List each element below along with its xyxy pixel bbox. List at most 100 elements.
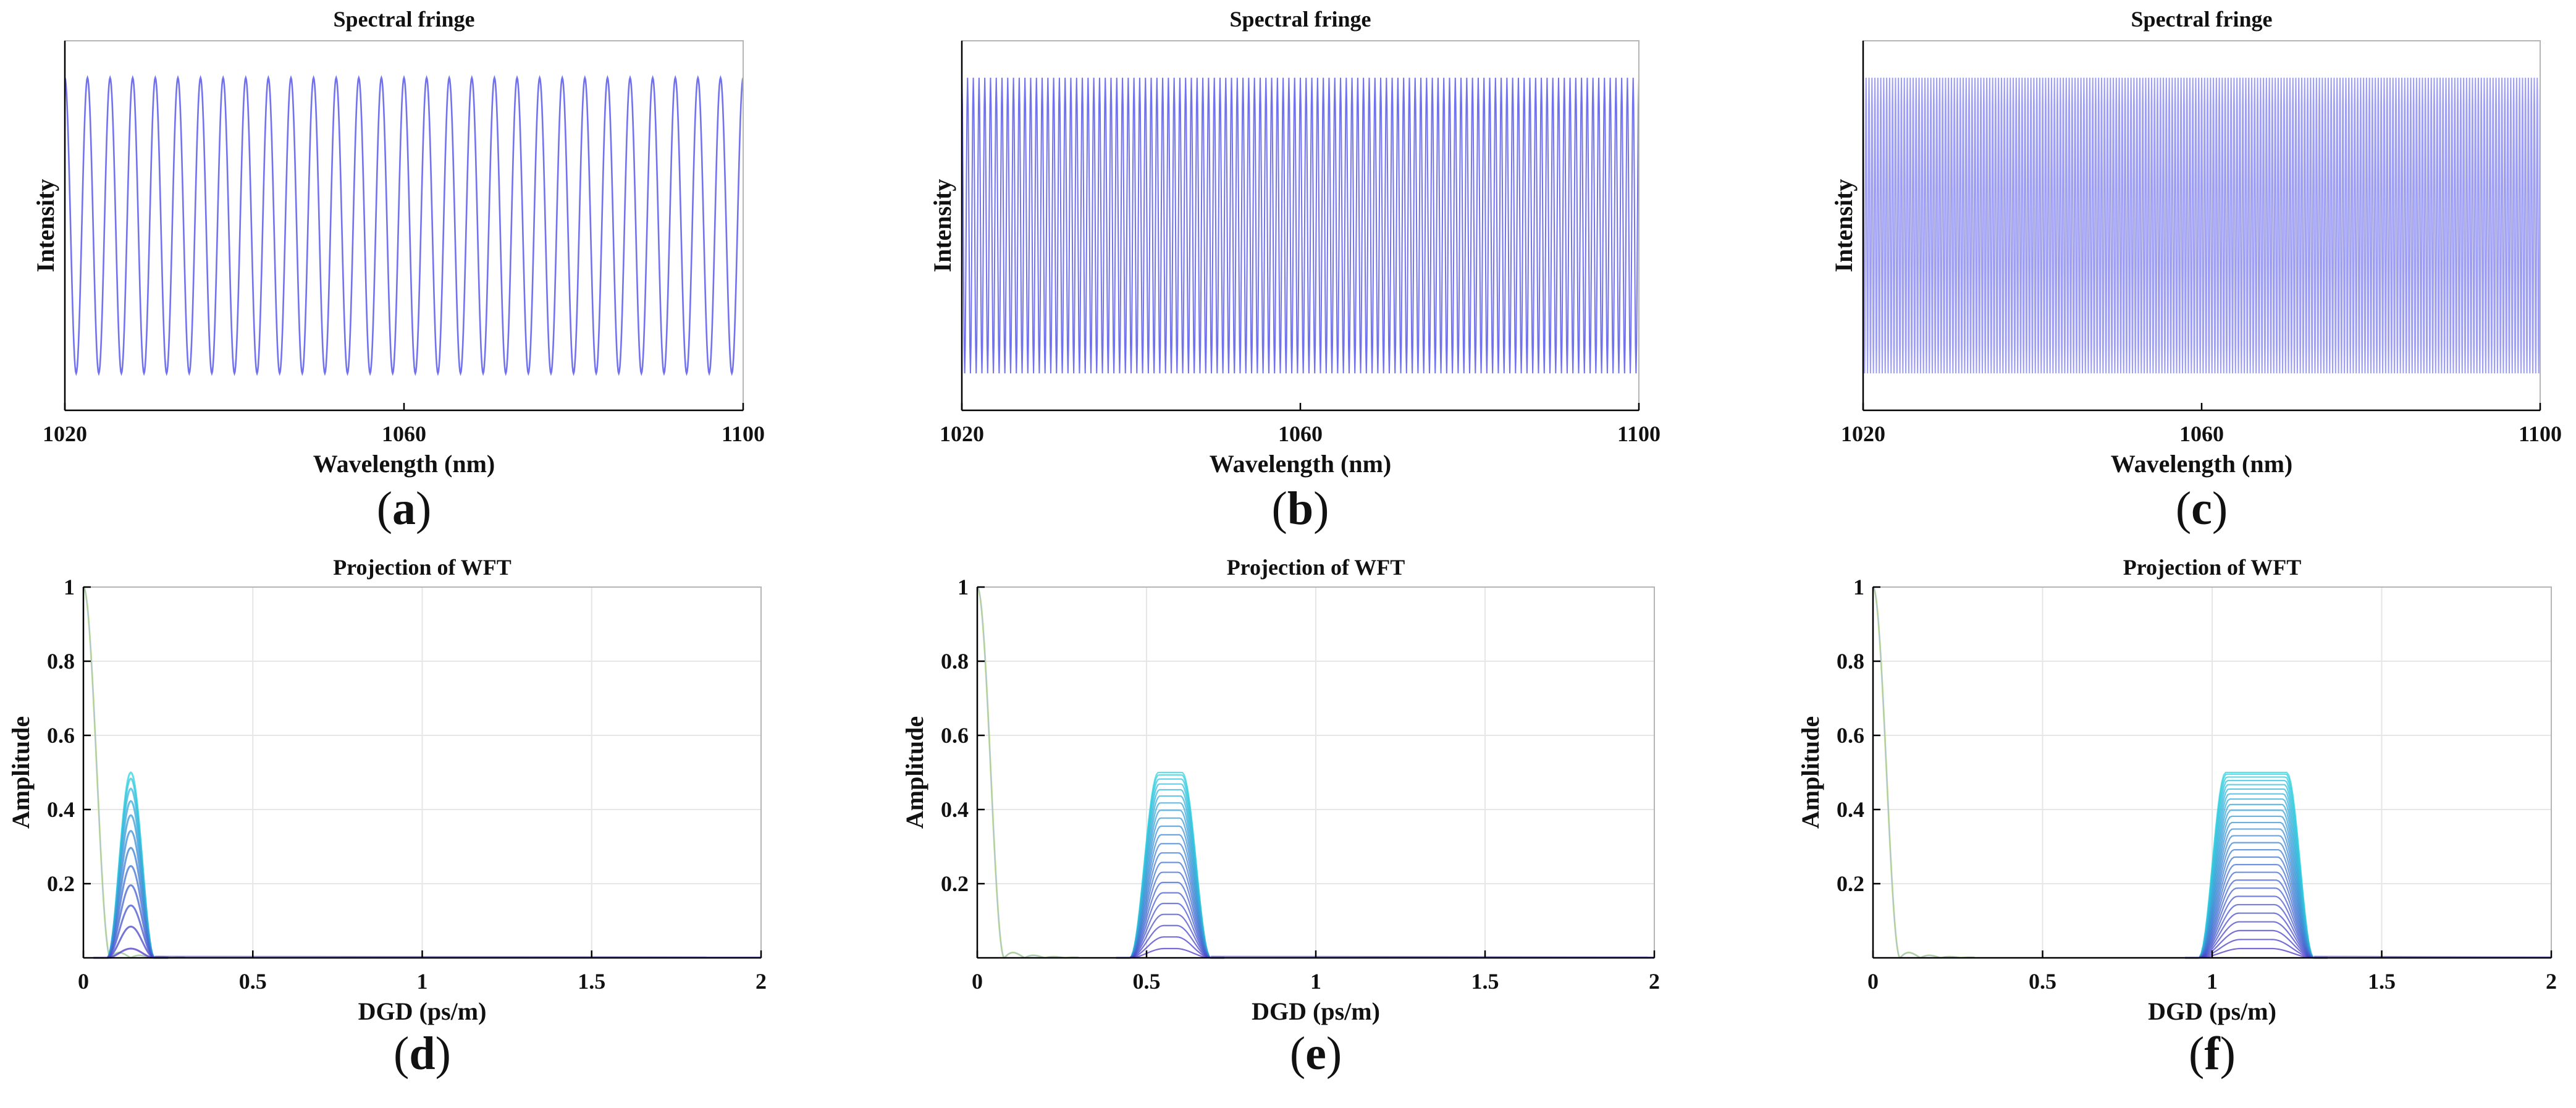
chart-title: Projection of WFT: [333, 555, 511, 580]
y-tick-label: 1: [1853, 575, 1864, 599]
series-line-peak-13: [1116, 861, 1225, 959]
series-line-dc-shadow: [977, 586, 1079, 959]
series-line-peak-0: [1116, 771, 1225, 959]
grid: [977, 586, 1655, 958]
chart-panel-f: 0 0.5 1 1.5 2 0.2 0.4 0.6 0.8 1 Projection of WFT D…: [1796, 555, 2557, 1080]
x-tick-label: 2: [1649, 969, 1660, 994]
x-axis-label: Wavelength (nm): [313, 450, 495, 478]
x-tick-label: 1.5: [2368, 969, 2396, 994]
x-axis-label: Wavelength (nm): [2111, 450, 2292, 478]
series-line-peak-9: [1116, 825, 1225, 959]
x-tick-label: 2: [2546, 969, 2557, 994]
x-tick-label: 0: [78, 969, 89, 994]
chart-title: Spectral fringe: [2131, 7, 2273, 32]
series-group: [1863, 77, 2541, 374]
x-tick-label: 1.5: [1471, 969, 1499, 994]
y-tick-label: 1: [64, 575, 75, 599]
x-tick-label: 1020: [43, 421, 87, 446]
y-tick-label: 0.2: [1837, 871, 1864, 896]
series-line-peak-2: [1116, 778, 1225, 959]
chart-panel-a: 1020 1060 1100 Spectral fringe Wavelength (n…: [32, 7, 765, 535]
x-tick-label: 0: [972, 969, 983, 994]
x-tick-label: 1060: [382, 421, 426, 446]
y-axis-label: Amplitude: [901, 716, 928, 829]
x-tick-label: 2: [756, 969, 767, 994]
series-line-peak-15: [1116, 881, 1225, 959]
series-line-peak-4: [1116, 789, 1225, 959]
panel-label: (d): [394, 1028, 451, 1080]
series-line-peak-19: [2185, 879, 2328, 959]
series-line-dc-shadow: [1872, 586, 1975, 959]
y-tick-label: 0.4: [1837, 797, 1864, 822]
y-tick-label: 0.2: [941, 871, 969, 896]
series-line-peak-27: [2185, 947, 2328, 959]
x-tick-label: 1: [1310, 969, 1321, 994]
y-axis-label: Intensity: [32, 179, 59, 272]
chart-panel-b: 1020 1060 1100 Spectral fringe Wavelength (n…: [928, 7, 1661, 535]
x-tick-label: 0.5: [239, 969, 267, 994]
panel-label: (c): [2176, 483, 2228, 535]
series-line-peak-12: [1116, 852, 1225, 959]
series-line-peak-2: [93, 787, 169, 959]
series-line-peak-22: [2185, 903, 2328, 959]
panel-label: (b): [1272, 483, 1329, 535]
series-line-peak-21: [2185, 895, 2328, 959]
y-tick-label: 0.8: [47, 649, 75, 674]
chart-title: Spectral fringe: [334, 7, 475, 32]
x-axis-label: DGD (ps/m): [358, 997, 487, 1025]
x-tick-label: 0.5: [2029, 969, 2056, 994]
x-tick-label: 1: [417, 969, 428, 994]
series-line-peak-4: [93, 814, 169, 959]
x-tick-label: 1100: [2519, 421, 2562, 446]
series-line-peak-3: [93, 800, 169, 959]
y-axis-label: Amplitude: [7, 716, 35, 829]
y-tick-label: 0.4: [941, 797, 969, 822]
series-line-fringe: [1863, 77, 2541, 374]
chart-title: Projection of WFT: [1227, 555, 1405, 580]
x-tick-label: 0.5: [1133, 969, 1161, 994]
series-line-peak-6: [93, 847, 169, 959]
y-axis-label: Intensity: [928, 179, 956, 272]
series-group: [64, 75, 744, 376]
x-axis-label: Wavelength (nm): [1210, 450, 1391, 478]
grid: [83, 586, 762, 958]
series-group: [977, 586, 1655, 959]
panel-label: (e): [1290, 1028, 1342, 1080]
series-line-dc: [1872, 586, 1975, 959]
x-tick-label: 1020: [940, 421, 984, 446]
y-axis-label: Amplitude: [1796, 716, 1824, 829]
series-line-peak-23: [2185, 912, 2328, 959]
x-tick-label: 1060: [1278, 421, 1323, 446]
x-tick-label: 1100: [722, 421, 765, 446]
y-tick-label: 0.4: [47, 797, 75, 822]
series-line-peak-10: [93, 925, 169, 959]
y-tick-label: 0.6: [941, 723, 969, 748]
y-tick-label: 0.2: [47, 871, 75, 896]
series-line-dc: [977, 586, 1079, 959]
chart-panel-e: 0 0.5 1 1.5 2 0.2 0.4 0.6 0.8 1 Projection of WFT D…: [901, 555, 1660, 1080]
chart-title: Spectral fringe: [1230, 7, 1371, 32]
series-group: [961, 77, 1639, 374]
series-line-peak-1: [93, 777, 169, 959]
y-tick-label: 0.8: [941, 649, 969, 674]
y-tick-label: 0.6: [1837, 723, 1864, 748]
axes-box: [64, 40, 744, 411]
y-tick-label: 0.8: [1837, 649, 1864, 674]
x-tick-label: 1020: [1841, 421, 1885, 446]
series-line-peak-11: [1116, 843, 1225, 959]
y-tick-label: 1: [958, 575, 969, 599]
series-line-peak-18: [1116, 913, 1225, 959]
x-tick-label: 1060: [2179, 421, 2224, 446]
panel-label: (f): [2189, 1028, 2236, 1080]
chart-title: Projection of WFT: [2123, 555, 2302, 580]
series-line-peak-18: [2185, 871, 2328, 959]
series-line-peak-26: [2185, 939, 2328, 959]
series-line-peak-25: [2185, 929, 2328, 959]
x-tick-label: 1.5: [578, 969, 605, 994]
series-line-peak-10: [2185, 815, 2328, 959]
x-axis-label: DGD (ps/m): [1252, 997, 1380, 1025]
x-tick-label: 1100: [1617, 421, 1661, 446]
series-line-peak-20: [2185, 887, 2328, 959]
x-tick-label: 1: [2207, 969, 2218, 994]
